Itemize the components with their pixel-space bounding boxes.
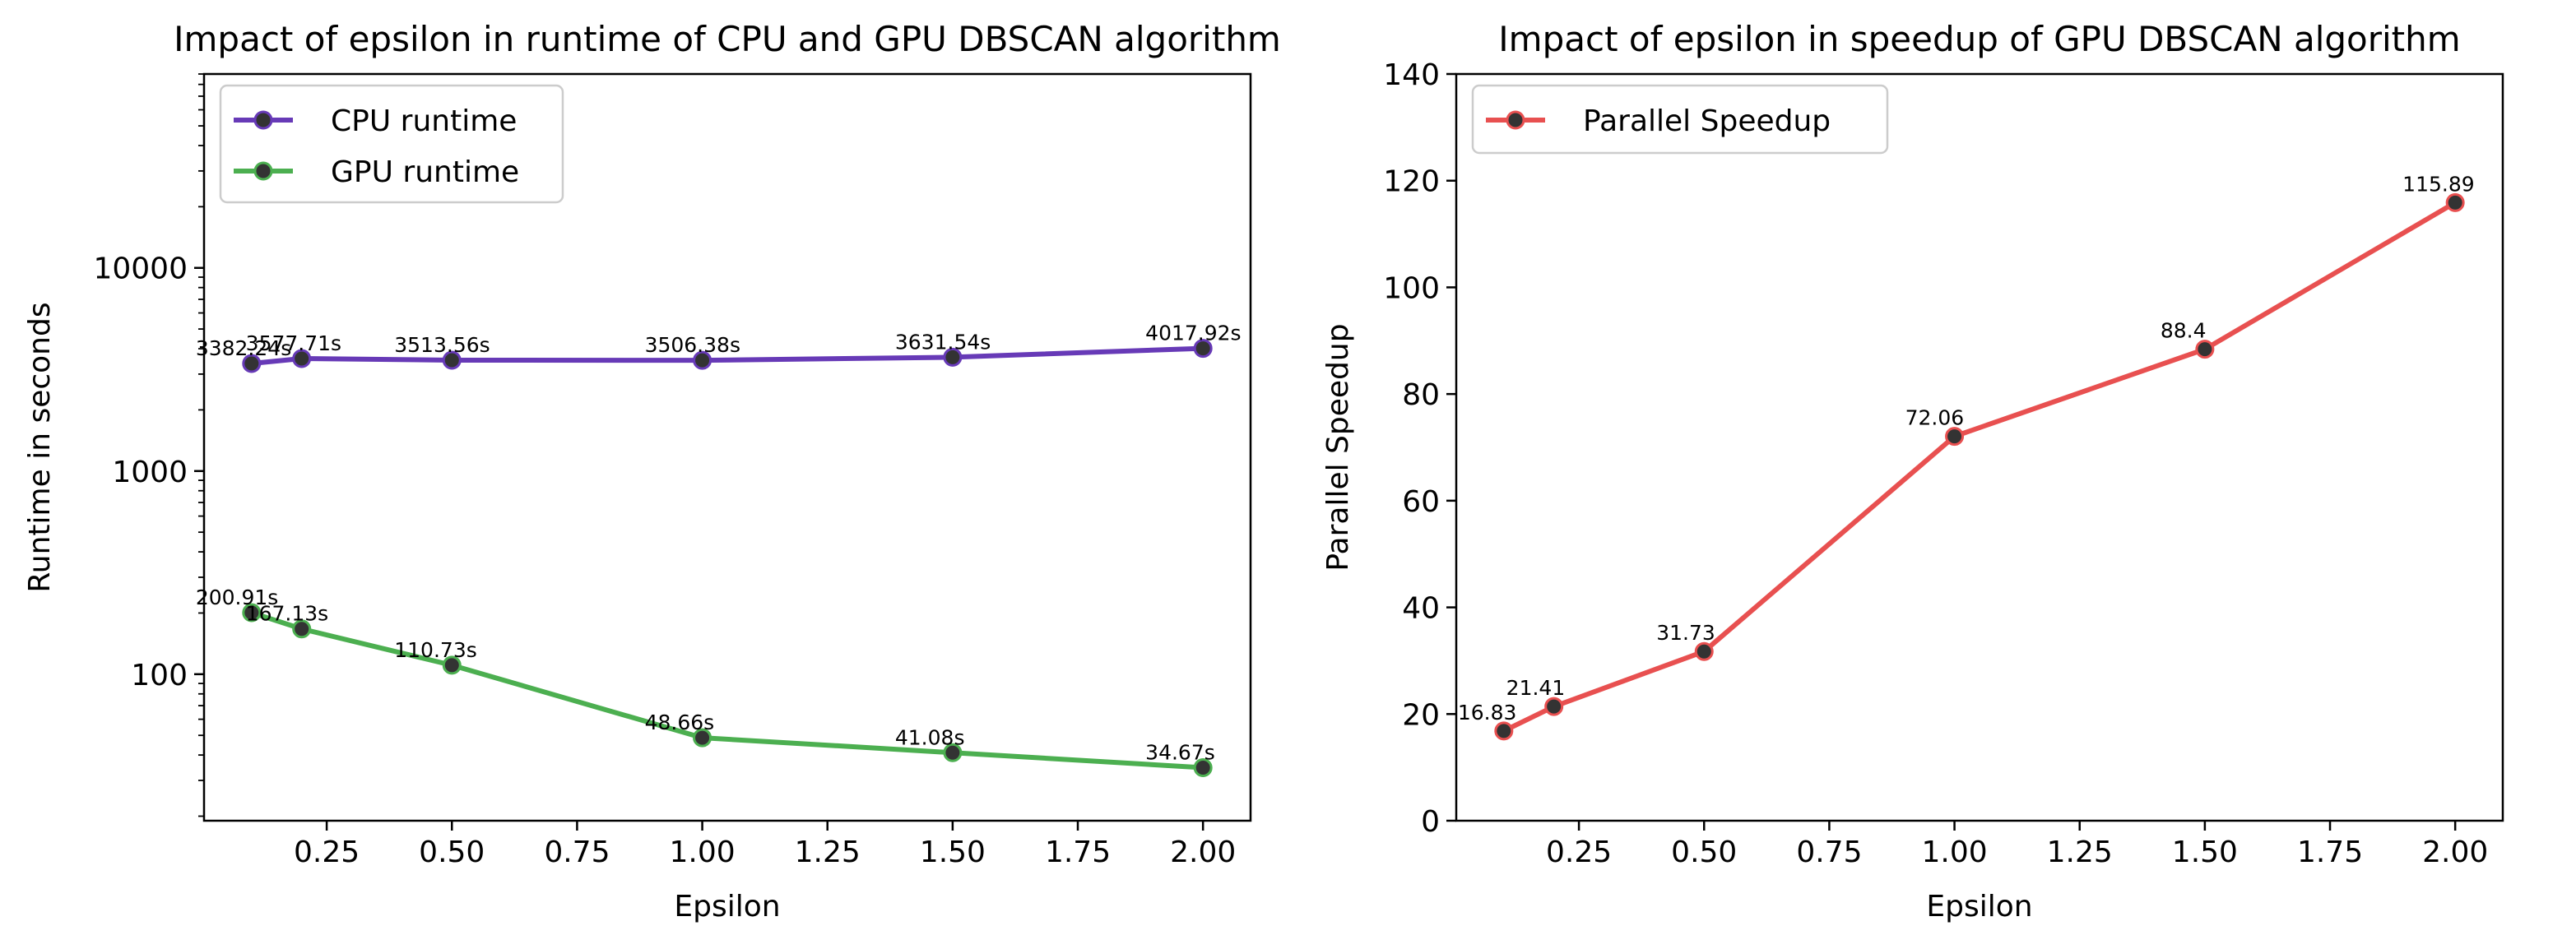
speedup-chart-title: Impact of epsilon in speedup of GPU DBSC… xyxy=(1498,19,2460,59)
runtime-y-axis-label: Runtime in seconds xyxy=(23,302,57,592)
legend-label-parallel-speedup: Parallel Speedup xyxy=(1583,104,1831,138)
series-line-gpu-runtime xyxy=(250,610,1204,771)
data-label-parallel-speedup: 115.89 xyxy=(2402,172,2474,196)
runtime-legend: CPU runtime GPU runtime xyxy=(219,84,564,204)
data-label-gpu-runtime: 167.13s xyxy=(246,602,329,626)
data-label-parallel-speedup: 72.06 xyxy=(1905,406,1965,430)
speedup-y-tick-label: 140 xyxy=(1383,58,1440,92)
speedup-y-tick-label: 80 xyxy=(1402,378,1440,412)
data-label-gpu-runtime: 34.67s xyxy=(1145,740,1215,764)
data-label-gpu-runtime: 41.08s xyxy=(895,725,965,749)
data-point-gpu-runtime xyxy=(1193,757,1213,777)
runtime-y-tick-label: 10000 xyxy=(93,252,188,286)
speedup-y-tick-label: 120 xyxy=(1383,165,1440,199)
data-label-cpu-runtime: 3513.56s xyxy=(394,333,490,357)
legend-marker-gpu-runtime xyxy=(253,161,273,181)
legend-label-cpu-runtime: CPU runtime xyxy=(331,104,517,138)
data-point-gpu-runtime xyxy=(242,603,262,623)
legend-marker-cpu-runtime xyxy=(253,110,273,130)
data-point-cpu-runtime xyxy=(943,347,963,367)
data-label-parallel-speedup: 88.4 xyxy=(2161,319,2207,343)
data-point-gpu-runtime xyxy=(292,619,312,639)
speedup-x-tick-label: 0.50 xyxy=(1671,836,1737,869)
data-point-parallel-speedup xyxy=(1945,427,1965,447)
data-label-cpu-runtime: 3577.71s xyxy=(246,331,341,355)
data-point-parallel-speedup xyxy=(2195,340,2215,359)
speedup-legend: Parallel Speedup xyxy=(1471,84,1889,155)
speedup-x-tick-label: 1.25 xyxy=(2047,836,2113,869)
legend-entry-gpu-runtime: GPU runtime xyxy=(234,155,519,189)
runtime-chart-title: Impact of epsilon in runtime of CPU and … xyxy=(174,19,1281,59)
speedup-x-axis-label: Epsilon xyxy=(1926,890,2032,924)
runtime-x-tick-label: 2.00 xyxy=(1170,836,1236,869)
data-point-gpu-runtime xyxy=(943,743,963,762)
runtime-chart: Impact of epsilon in runtime of CPU and … xyxy=(23,19,1281,924)
data-point-gpu-runtime xyxy=(442,655,462,675)
runtime-y-tick-label: 1000 xyxy=(112,456,188,489)
runtime-legend-box xyxy=(219,84,564,204)
speedup-y-tick-label: 40 xyxy=(1402,592,1440,626)
speedup-chart: Impact of epsilon in speedup of GPU DBSC… xyxy=(1321,19,2504,924)
speedup-x-tick-label: 1.75 xyxy=(2297,836,2363,869)
speedup-x-tick-label: 0.25 xyxy=(1546,836,1612,869)
runtime-y-tick-label: 100 xyxy=(131,659,188,692)
data-label-parallel-speedup: 31.73 xyxy=(1656,621,1715,645)
legend-label-gpu-runtime: GPU runtime xyxy=(331,155,519,189)
data-point-parallel-speedup xyxy=(1544,697,1564,716)
data-label-parallel-speedup: 16.83 xyxy=(1458,701,1517,724)
data-point-cpu-runtime xyxy=(292,349,312,368)
data-point-cpu-runtime xyxy=(242,354,262,373)
data-label-cpu-runtime: 3631.54s xyxy=(895,330,991,354)
data-point-parallel-speedup xyxy=(2445,192,2465,212)
runtime-x-tick-label: 0.50 xyxy=(419,836,485,869)
runtime-x-tick-label: 1.50 xyxy=(920,836,986,869)
speedup-y-tick-label: 20 xyxy=(1402,698,1440,732)
legend-marker-parallel-speedup xyxy=(1506,110,1525,130)
speedup-legend-box xyxy=(1471,84,1889,155)
runtime-x-axis-label: Epsilon xyxy=(674,890,780,924)
speedup-x-tick-label: 2.00 xyxy=(2422,836,2488,869)
data-point-parallel-speedup xyxy=(1694,641,1714,661)
data-label-parallel-speedup: 21.41 xyxy=(1506,676,1566,700)
runtime-plot-area: 0.25 0.50 0.75 1.00 1.25 1.50 1.75 2.00 100 1000 1… xyxy=(93,73,1242,869)
data-label-cpu-runtime: 4017.92s xyxy=(1145,322,1241,345)
speedup-x-tick-label: 0.75 xyxy=(1796,836,1862,869)
data-label-gpu-runtime: 200.91s xyxy=(196,586,279,609)
speedup-plot-area: 0.25 0.50 0.75 1.00 1.25 1.50 1.75 2.00 0 20 40 60 8… xyxy=(1383,58,2488,869)
legend-entry-parallel-speedup: Parallel Speedup xyxy=(1486,104,1831,138)
runtime-x-tick-label: 0.75 xyxy=(544,836,610,869)
runtime-x-tick-label: 1.00 xyxy=(669,836,735,869)
speedup-y-tick-label: 60 xyxy=(1402,485,1440,519)
speedup-axes-frame xyxy=(1455,72,2504,822)
data-label-cpu-runtime: 3382.24s xyxy=(196,336,291,360)
data-label-gpu-runtime: 48.66s xyxy=(645,711,715,734)
data-point-cpu-runtime xyxy=(1193,339,1213,359)
legend-entry-cpu-runtime: CPU runtime xyxy=(234,104,517,138)
speedup-y-tick-label: 100 xyxy=(1383,271,1440,305)
data-point-cpu-runtime xyxy=(442,350,462,370)
data-point-cpu-runtime xyxy=(693,350,712,370)
runtime-x-tick-label: 1.75 xyxy=(1045,836,1111,869)
data-label-cpu-runtime: 3506.38s xyxy=(645,333,740,357)
speedup-y-tick-label: 0 xyxy=(1421,805,1440,839)
speedup-y-axis-label: Parallel Speedup xyxy=(1321,323,1355,571)
series-line-parallel-speedup xyxy=(1502,200,2457,734)
speedup-x-tick-label: 1.00 xyxy=(1921,836,1987,869)
data-point-parallel-speedup xyxy=(1494,721,1514,741)
runtime-x-tick-label: 1.25 xyxy=(795,836,861,869)
data-label-gpu-runtime: 110.73s xyxy=(394,638,477,662)
data-point-gpu-runtime xyxy=(693,728,712,748)
runtime-axes-frame xyxy=(202,72,1252,822)
runtime-x-tick-label: 0.25 xyxy=(294,836,360,869)
speedup-x-tick-label: 1.50 xyxy=(2172,836,2238,869)
